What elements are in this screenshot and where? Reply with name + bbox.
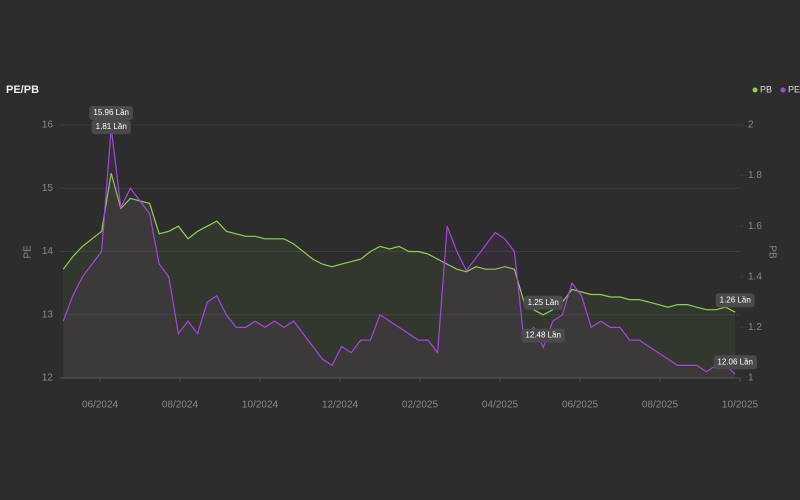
- data-label-box: [521, 328, 566, 343]
- x-tick-label: 06/2025: [562, 400, 599, 411]
- y2-tick-label: 1.4: [748, 271, 762, 282]
- legend-dot: [752, 87, 758, 93]
- y-axis-label: PE: [23, 245, 34, 259]
- data-label: 12.48 Lần: [521, 328, 566, 343]
- x-tick-label: 12/2024: [322, 400, 359, 411]
- x-tick-label: 06/2024: [82, 400, 119, 411]
- x-tick-label: 04/2025: [482, 400, 519, 411]
- line: [62, 172, 736, 316]
- area: [63, 173, 736, 378]
- y-tick-label: 13: [42, 309, 54, 320]
- data-label-text: 1.81 Lần: [96, 122, 127, 131]
- x-tick-label: 10/2025: [722, 400, 759, 411]
- data-label-box: [91, 120, 131, 135]
- legend-label: PE: [788, 84, 800, 94]
- y2-tick-label: 1.6: [748, 221, 762, 232]
- y2-tick-label: 1: [748, 373, 754, 384]
- x-tick-label: 08/2025: [642, 400, 679, 411]
- data-label: 1.81 Lần: [91, 120, 131, 135]
- y2-tick-label: 1.8: [748, 170, 762, 181]
- data-label-text: 15.96 Lần: [93, 108, 129, 117]
- x-tick-label: 10/2024: [242, 400, 279, 411]
- y2-tick-label: 2: [748, 120, 754, 131]
- data-label: 15.96 Lần: [89, 106, 134, 120]
- data-label-box: [715, 293, 755, 308]
- chart-title: PE/PB: [6, 84, 39, 96]
- y2-tick-label: 1.2: [748, 322, 762, 333]
- legend-dot: [780, 87, 786, 93]
- data-label-text: 12.06 Lần: [717, 357, 753, 366]
- data-label-text: 12.48 Lần: [525, 331, 561, 340]
- data-label-box: [89, 106, 134, 120]
- y-tick-label: 12: [42, 373, 54, 384]
- data-label-text: 1.26 Lần: [720, 295, 751, 304]
- data-label-box: [523, 295, 563, 310]
- line: [62, 127, 736, 375]
- y-tick-label: 16: [42, 120, 54, 131]
- y2-axis-label: PB: [766, 245, 777, 259]
- x-tick-label: 08/2024: [162, 400, 199, 411]
- data-label: 1.25 Lần: [523, 295, 563, 310]
- y-tick-label: 14: [42, 246, 54, 257]
- data-label-text: 1.25 Lần: [528, 298, 559, 307]
- legend-label: PB: [760, 84, 772, 94]
- data-label: 12.06 Lần: [713, 355, 757, 370]
- data-label: 1.26 Lần: [715, 293, 755, 308]
- y-tick-label: 15: [42, 183, 54, 194]
- x-tick-label: 02/2025: [402, 400, 439, 411]
- area: [63, 127, 736, 378]
- data-label-box: [713, 355, 757, 370]
